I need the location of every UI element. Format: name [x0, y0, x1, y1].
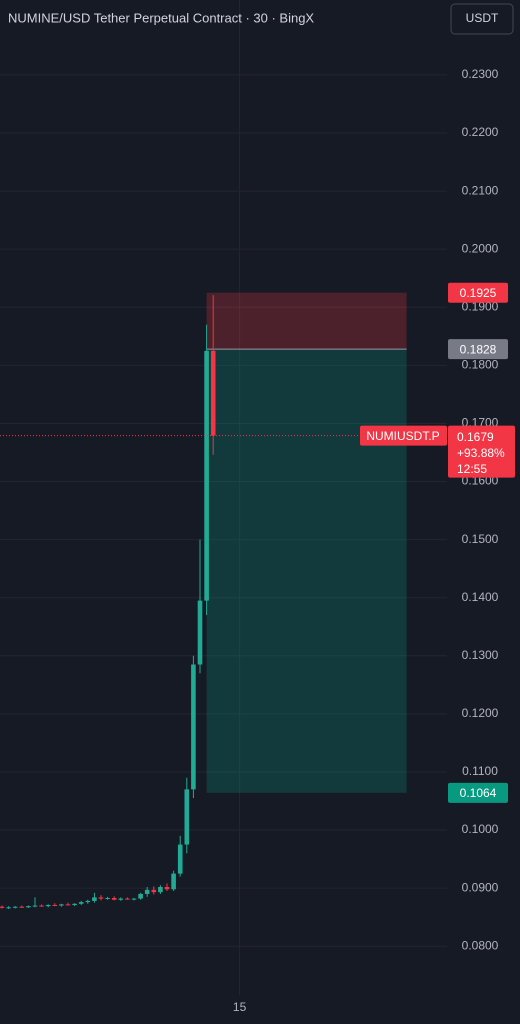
- candle-body: [191, 664, 196, 790]
- position-tool: [206, 292, 407, 793]
- candle-body: [32, 905, 38, 907]
- candle-body: [0, 906, 5, 908]
- candle-body: [151, 889, 157, 893]
- y-tick-label: 0.0800: [462, 938, 499, 952]
- stop-label-bg: [448, 282, 508, 303]
- candle-body: [210, 350, 216, 436]
- symbol-label: NUMIUSDT.P: [366, 429, 439, 443]
- candle-body: [72, 903, 77, 905]
- y-tick-label: 0.0900: [462, 880, 499, 894]
- last-price-bg: [448, 425, 515, 478]
- candle-body: [6, 907, 11, 909]
- target-label-bg: [448, 782, 508, 803]
- candle-body: [105, 897, 110, 899]
- entry-label-bg: [448, 339, 508, 360]
- candle-body: [52, 904, 58, 906]
- stop-zone: [206, 292, 407, 350]
- countdown-label: 12:55: [457, 462, 487, 476]
- y-tick-label: 0.1300: [462, 648, 499, 662]
- candle-body: [138, 893, 143, 899]
- candle-body: [164, 886, 170, 890]
- candle-body: [85, 900, 91, 903]
- symbol-bg: [360, 425, 447, 446]
- y-tick-label: 0.1400: [462, 590, 499, 604]
- y-tick-label: 0.1500: [462, 532, 499, 546]
- target-label: 0.1064: [460, 786, 497, 800]
- y-tick-label: 0.2000: [462, 241, 499, 255]
- candle-body: [39, 905, 44, 907]
- y-tick-label: 0.1200: [462, 706, 499, 720]
- y-tick-label: 0.2200: [462, 125, 499, 139]
- y-tick-label: 0.2100: [462, 183, 499, 197]
- candle-body: [78, 902, 84, 904]
- candle-body: [111, 897, 117, 900]
- candle-body: [118, 898, 124, 900]
- grid: [0, 0, 447, 995]
- y-tick-label: 0.1100: [462, 764, 498, 778]
- last-price-label: 0.1679: [457, 430, 494, 444]
- x-tick-label: 15: [233, 1000, 247, 1014]
- y-tick-label: 0.1900: [462, 299, 499, 313]
- candle-body: [92, 897, 97, 901]
- candle-body: [171, 873, 176, 890]
- candle-body: [98, 897, 104, 899]
- candle-body: [125, 898, 130, 900]
- candle-body: [144, 889, 150, 894]
- labels: 0.0800 0.0900 0.1000 0.1100 0.1200 0.1300 0.14…: [233, 67, 515, 1014]
- candle-body: [65, 904, 71, 906]
- target-zone: [206, 349, 407, 793]
- candle-body: [19, 906, 25, 908]
- chart-title: NUMINE/USD Tether Perpetual Contract · 3…: [8, 10, 314, 25]
- candle-body: [158, 886, 163, 893]
- currency-button-label[interactable]: USDT: [466, 11, 499, 25]
- last-change-label: +93.88%: [457, 446, 505, 460]
- y-tick-label: 0.1800: [462, 358, 499, 372]
- candle-body: [59, 904, 64, 906]
- candle-body: [184, 789, 190, 845]
- stop-label: 0.1925: [460, 286, 497, 300]
- candle-body: [197, 600, 203, 665]
- candle-body: [177, 844, 183, 874]
- entry-label: 0.1828: [460, 342, 497, 356]
- candle-body: [12, 906, 18, 908]
- candle-body: [204, 350, 209, 601]
- y-tick-label: 0.2300: [462, 67, 499, 81]
- currency-button[interactable]: [450, 3, 514, 35]
- candle-body: [45, 904, 51, 907]
- y-tick-label: 0.1000: [462, 822, 499, 836]
- candle-body: [131, 898, 137, 900]
- candle-body: [26, 906, 31, 908]
